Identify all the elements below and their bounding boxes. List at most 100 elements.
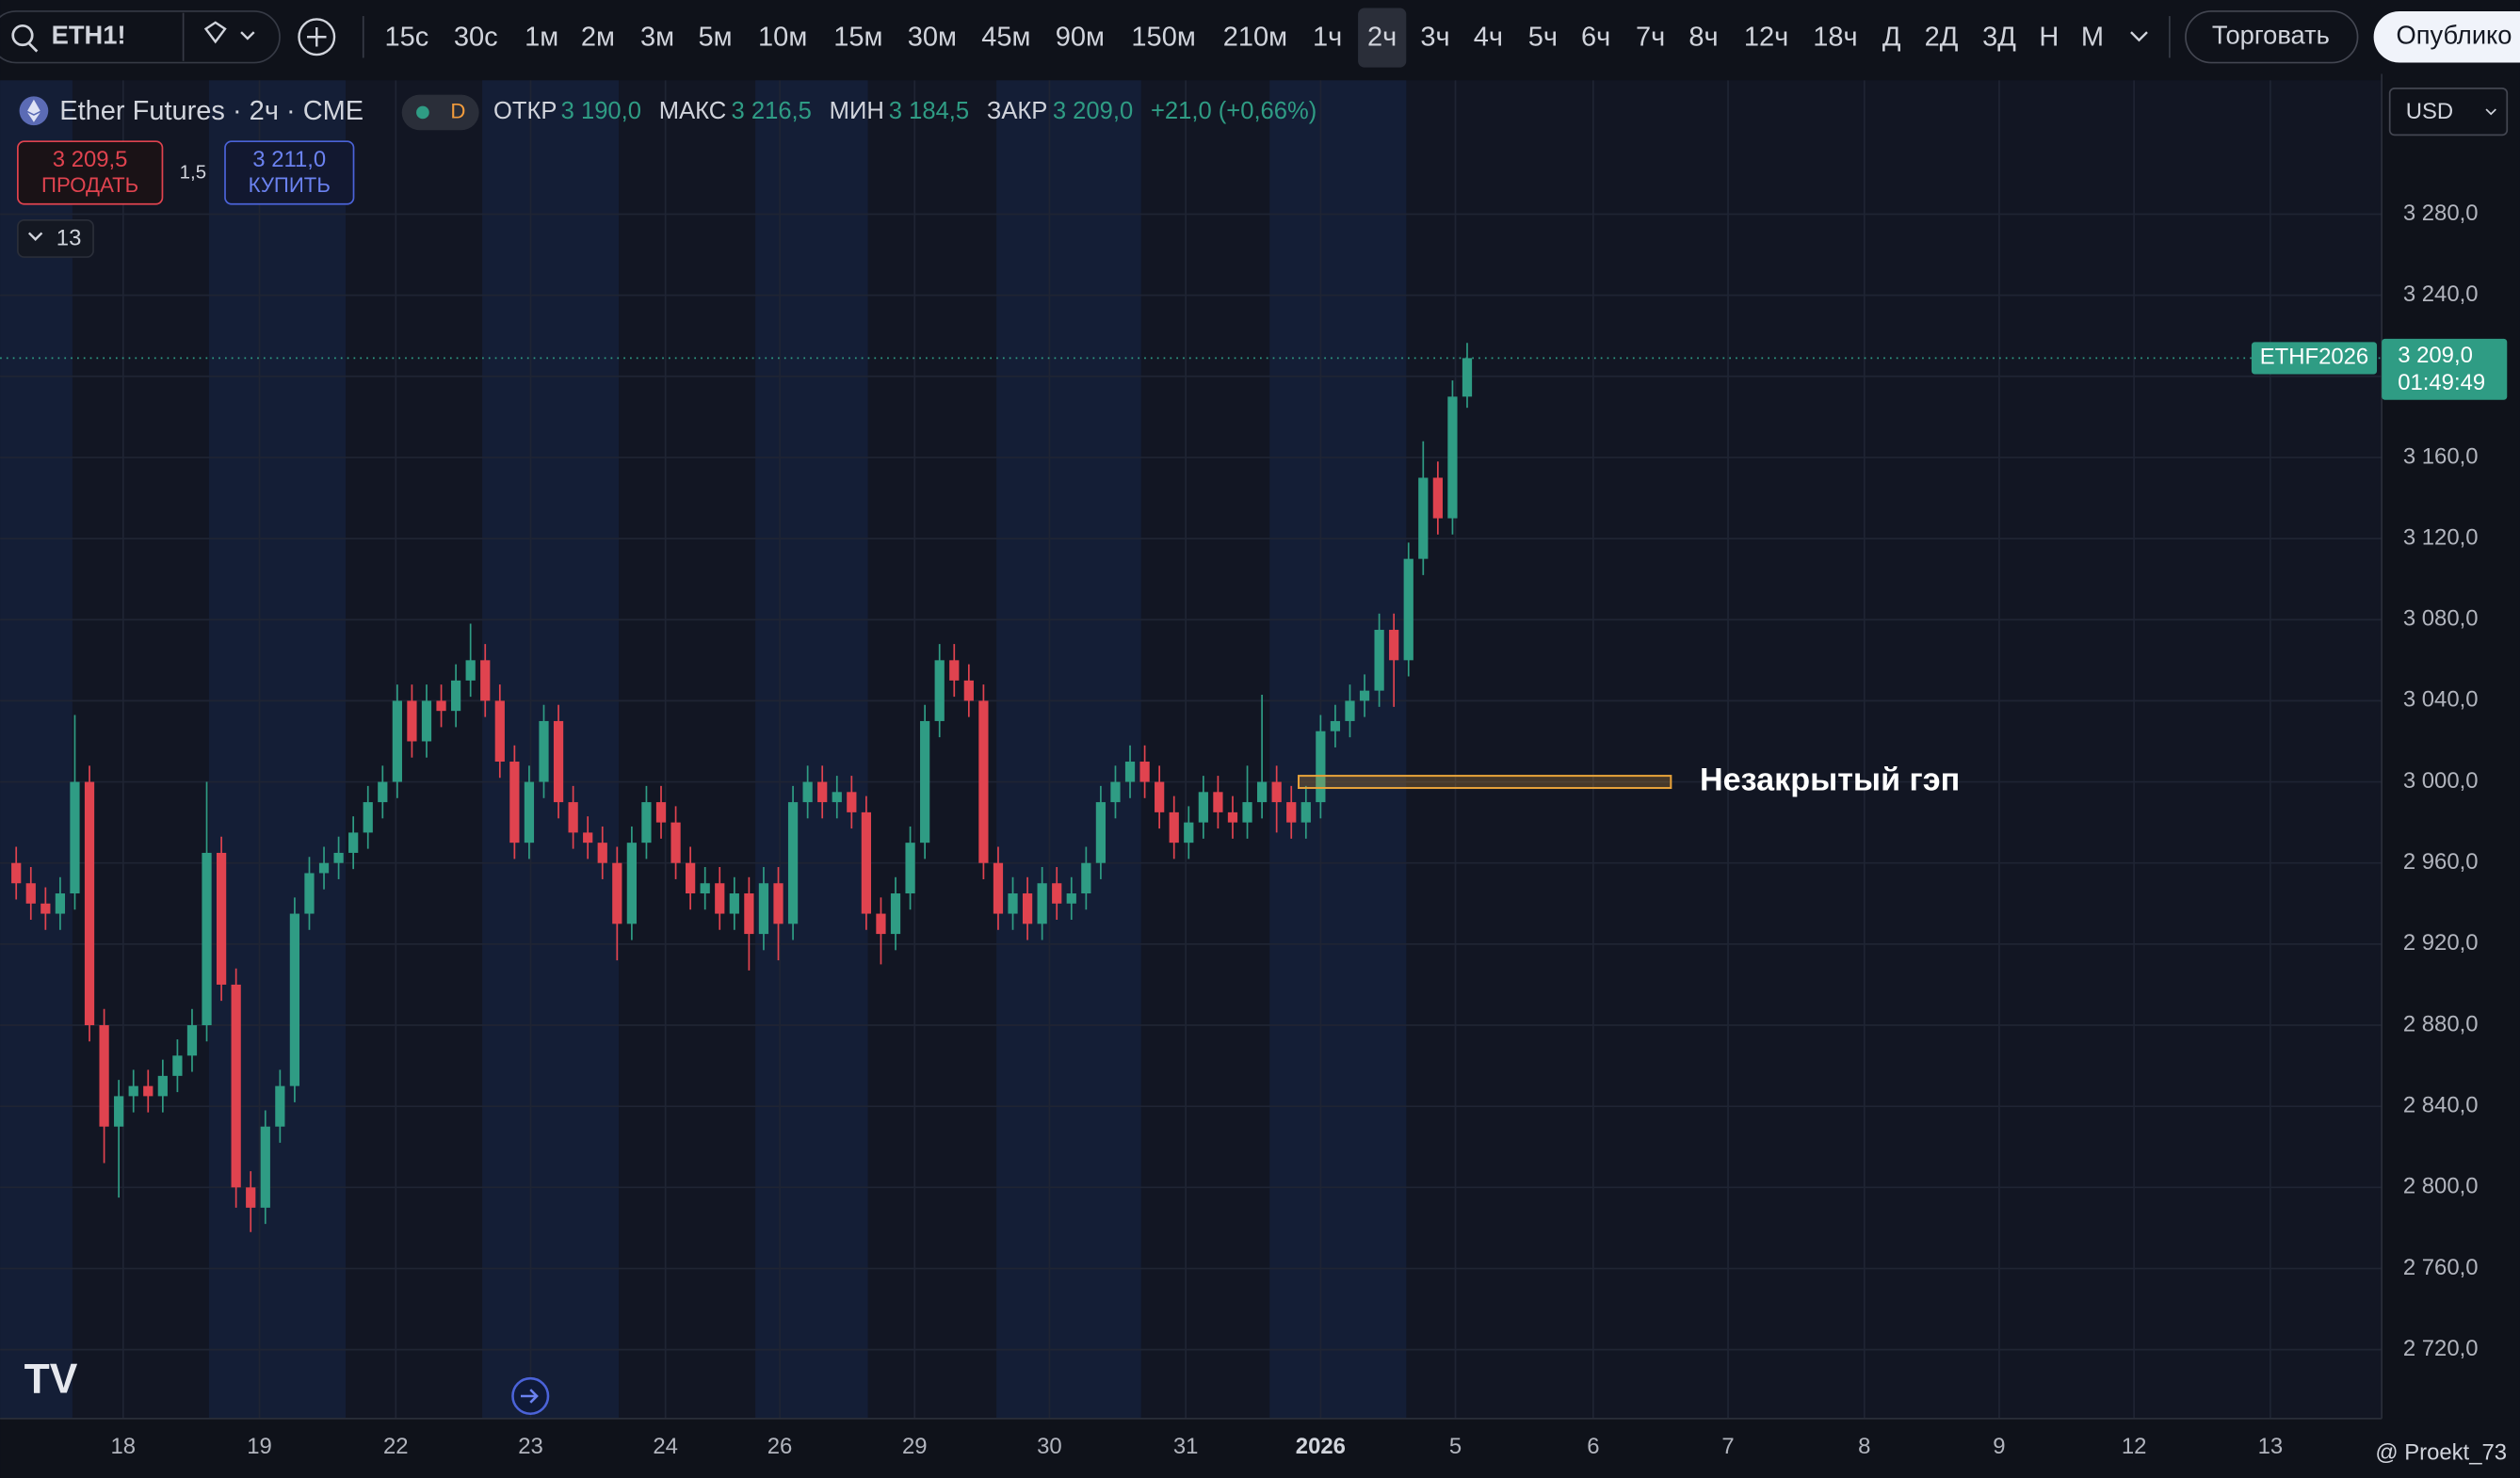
interval[interactable]: 150м [1131,23,1195,53]
indicators-count[interactable]: 13 [57,226,82,251]
y-tick-label: 3 280,0 [2403,201,2479,226]
interval[interactable]: 3ч [1420,23,1449,53]
interval[interactable]: 15м [833,23,882,53]
add-icon[interactable] [298,18,336,56]
interval[interactable]: 5м [698,23,732,53]
buy-button[interactable] [224,140,355,205]
interval[interactable]: 45м [981,23,1030,53]
ohlc-value: 3 216,5 [732,98,812,124]
y-tick-label: 3 160,0 [2403,443,2479,469]
plot-area [0,80,2383,1419]
interval[interactable]: 18ч [1813,23,1857,53]
x-tick-label: 23 [518,1434,543,1459]
interval[interactable]: Д [1882,23,1901,53]
candle-body [157,1075,168,1097]
interval-selected[interactable] [1358,8,1407,68]
x-tick-label: 24 [653,1434,678,1459]
interval[interactable]: 30с [454,23,498,53]
band [482,80,620,1419]
interval[interactable]: М [2081,23,2104,53]
intervals: 15с 30с 1м 2м 3м 5м 10м 15м 30м 45м 90м 150м 210м 1ч 2… [384,8,2104,68]
ohlc-value: 3 184,5 [889,98,969,124]
candle-body [1184,822,1194,843]
interval[interactable]: Н [2039,23,2059,53]
interval[interactable]: 2м [581,23,615,53]
symbol-search[interactable] [0,10,281,64]
interval[interactable]: 30м [908,23,957,53]
more-intervals[interactable] [2130,31,2148,42]
sell-label[interactable]: ПРОДАТЬ [41,173,138,197]
interval[interactable]: 10м [758,23,807,53]
interval[interactable]: 7ч [1636,23,1665,53]
y-tick-label: 2 920,0 [2403,930,2479,956]
candle-body [963,680,974,701]
candle-body [1447,396,1458,519]
interval[interactable]: 1м [525,23,558,53]
candle-body [378,781,388,803]
interval[interactable]: 210м [1223,23,1287,53]
interval[interactable]: 15с [384,23,428,53]
candle-body [186,1025,198,1056]
candle-body [1300,802,1311,823]
candle-body [744,893,754,935]
watermark: @ Proekt_73 [2375,1440,2507,1466]
band [0,80,73,1419]
buy-label[interactable]: КУПИТЬ [249,173,331,197]
candle-body [304,873,315,914]
candle-body [202,852,212,1026]
publish-label[interactable]: Опублико [2397,20,2512,49]
interval[interactable]: 1ч [1313,23,1342,53]
symbol[interactable]: ETH1! [52,20,126,49]
interval[interactable]: 90м [1056,23,1105,53]
trade-button[interactable] [2185,10,2359,64]
publish-button[interactable] [2373,10,2520,63]
price-axis [2382,73,2520,1478]
interval[interactable]: 2Д [1925,23,1959,53]
x-tick-label: 26 [767,1434,793,1459]
spread: 1,5 [180,162,206,184]
buy-price[interactable]: 3 211,0 [252,147,326,172]
candle-body [1169,811,1179,843]
interval[interactable]: 12ч [1744,23,1788,53]
status-dot [416,105,429,120]
interval[interactable]: 2ч [1367,23,1397,53]
candle-body [1081,862,1091,894]
candle-body [11,862,22,884]
candle-body [494,700,505,763]
interval[interactable]: 5ч [1528,23,1558,53]
candle-body [978,700,989,863]
currency[interactable]: USD [2406,99,2453,124]
axes: 2 720,0 2 760,0 2 800,0 2 840,0 2 880,0 2 920… [111,201,2479,1459]
candle-body [626,843,637,924]
x-tick-label: 18 [111,1434,137,1459]
x-tick-label: 8 [1858,1434,1870,1459]
band [996,80,1141,1419]
compare-icon[interactable] [203,21,255,44]
band [1269,80,1407,1419]
candle-body [715,883,725,914]
interval[interactable]: 4ч [1474,23,1503,53]
candle-body [1052,883,1062,904]
interval[interactable]: 3м [640,23,674,53]
x-tick-label: 13 [2258,1434,2284,1459]
sell-button[interactable] [17,140,164,205]
interval[interactable]: 6ч [1581,23,1610,53]
sell-price[interactable]: 3 209,5 [53,147,128,172]
session-bands [0,80,1407,1419]
currency-select[interactable] [2388,88,2509,137]
x-tick-label: 19 [247,1434,272,1459]
x-tick-label: 6 [1587,1434,1599,1459]
badge: D [450,99,465,122]
ohlc-value: 3 209,0 [1053,98,1133,124]
candle-body [758,883,769,935]
candle-body [318,862,330,874]
y-tick-label: 2 960,0 [2403,849,2479,875]
interval[interactable]: 3Д [1982,23,2016,53]
indicators-toggle[interactable] [17,218,94,258]
candle-body [289,913,300,1086]
interval[interactable]: 8ч [1688,23,1718,53]
trade-label[interactable]: Торговать [2212,20,2330,49]
candle-body [583,832,593,843]
x-tick-label: 7 [1721,1434,1734,1459]
